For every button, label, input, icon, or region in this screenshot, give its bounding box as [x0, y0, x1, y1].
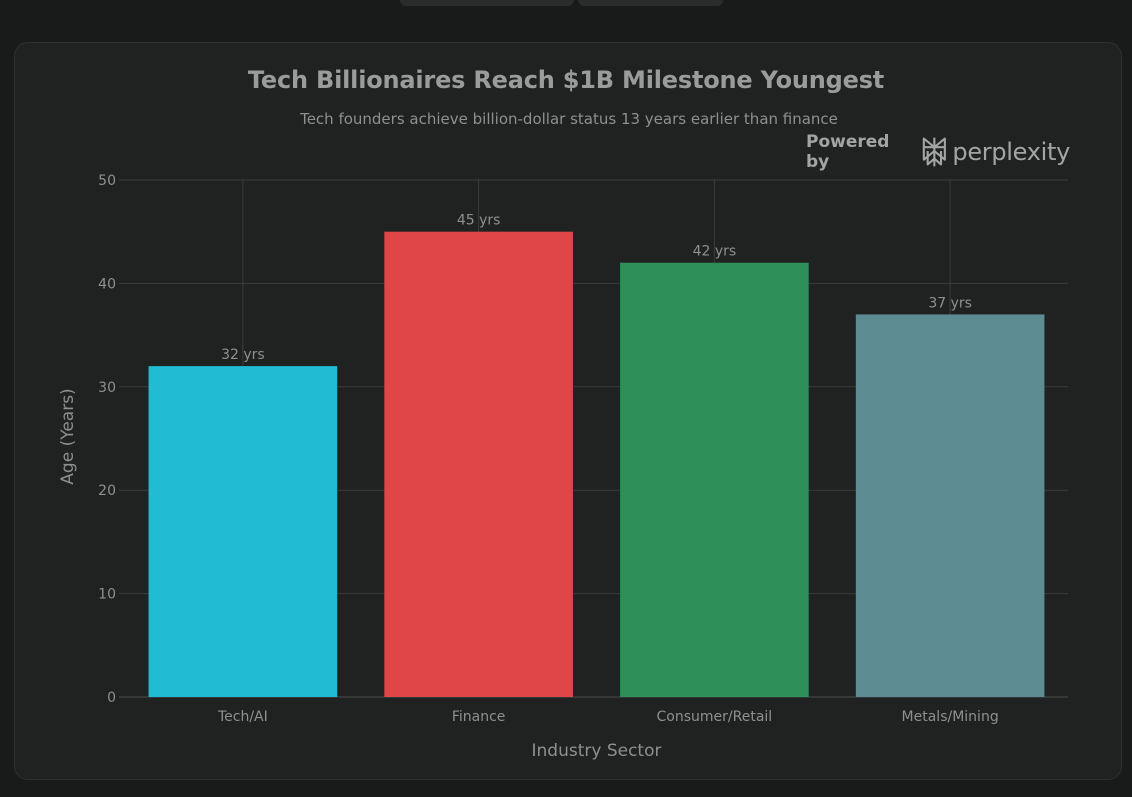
y-tick-label: 10 [98, 587, 116, 603]
toolbar-button[interactable] [400, 0, 574, 6]
y-tick-label: 0 [107, 690, 116, 706]
toolbar-button[interactable] [578, 0, 723, 6]
x-tick-label: Tech/AI [217, 709, 268, 725]
x-tick-label: Consumer/Retail [657, 709, 773, 725]
perplexity-wordmark: perplexity [952, 138, 1070, 166]
bar-value-label: 32 yrs [221, 347, 265, 363]
y-tick-label: 40 [98, 276, 116, 292]
top-toolbar-strip [0, 0, 1132, 20]
powered-by-label: Powered by [806, 132, 890, 172]
bar-tech-ai [148, 366, 338, 697]
bar-value-label: 42 yrs [693, 244, 737, 260]
chart-title: Tech Billionaires Reach $1B Milestone Yo… [247, 66, 885, 94]
x-tick-label: Metals/Mining [902, 709, 999, 725]
bar-finance [384, 231, 573, 697]
bars [148, 231, 1045, 697]
x-tick-label: Finance [452, 709, 506, 725]
powered-by-brand: Powered by perplexity [800, 132, 1070, 172]
y-tick-label: 30 [98, 380, 116, 396]
bar-consumer-retail [620, 262, 809, 697]
chart-subtitle: Tech founders achieve billion-dollar sta… [300, 110, 838, 128]
bar-value-label: 45 yrs [457, 213, 501, 229]
data-labels: 32 yrs 45 yrs 42 yrs 37 yrs [221, 213, 972, 363]
y-tick-label: 20 [98, 483, 116, 499]
x-axis-title: Industry Sector [532, 741, 662, 761]
y-axis-title: Age (Years) [58, 388, 78, 484]
y-tick-label: 50 [98, 173, 116, 189]
tick-labels: 0 10 20 30 40 50 Tech/AI Finance Consumer/Retail… [98, 173, 999, 725]
bar-metals-mining [855, 314, 1045, 697]
perplexity-logo-icon [922, 137, 946, 167]
bar-value-label: 37 yrs [928, 295, 972, 311]
